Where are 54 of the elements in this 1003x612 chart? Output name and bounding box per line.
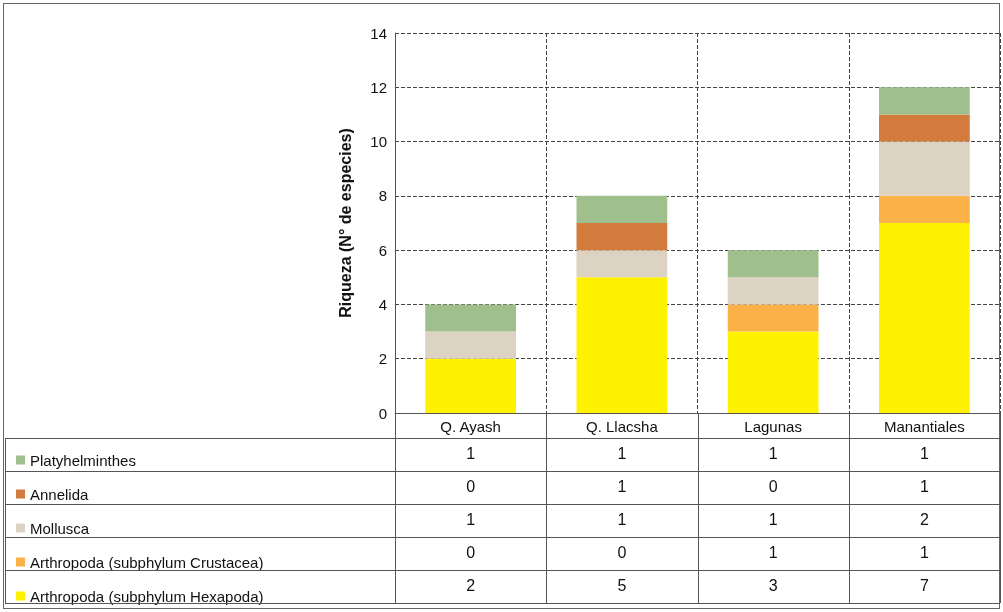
data-label: 5: [616, 577, 628, 595]
data-label: 1: [465, 445, 477, 463]
x-tick-label: Q. Ayash: [440, 418, 501, 435]
bar: [425, 304, 516, 332]
y-tick-label: 0: [378, 404, 387, 422]
bar: [879, 114, 970, 142]
legend-label: Platyhelminthes: [30, 451, 136, 469]
legend-label: Annelida: [30, 485, 90, 503]
data-label: 0: [767, 478, 779, 496]
y-axis-title: Riqueza (N° de especies): [336, 128, 354, 318]
legend-label: Mollusca: [30, 519, 90, 537]
legend-label: Arthropoda (subphylum Hexapoda): [30, 587, 264, 605]
y-tick-label: 2: [378, 350, 387, 368]
data-label: 1: [767, 544, 779, 562]
bar: [576, 223, 668, 251]
bar: [576, 250, 668, 278]
y-tick-label: 14: [370, 24, 387, 42]
bar: [879, 141, 970, 196]
bar: [425, 331, 516, 359]
data-label: 0: [465, 544, 477, 562]
data-label: 3: [767, 577, 779, 595]
data-label: 1: [616, 511, 628, 529]
y-tick-label: 4: [378, 295, 387, 313]
x-tick-label: Lagunas: [744, 418, 802, 435]
legend-label: Arthropoda (subphylum Crustacea): [30, 553, 264, 571]
y-tick-label: 10: [370, 133, 387, 151]
bar: [425, 358, 516, 413]
bar: [879, 87, 970, 115]
data-label: 2: [918, 511, 930, 529]
data-label: 0: [465, 478, 477, 496]
data-label: 2: [465, 577, 477, 595]
bar: [879, 195, 970, 223]
data-label: 1: [767, 445, 779, 463]
bar: [727, 277, 819, 305]
bar: [576, 195, 668, 223]
data-label: 1: [918, 445, 930, 463]
x-tick-label: Manantiales: [883, 418, 965, 435]
bar: [576, 277, 668, 413]
y-tick-label: 12: [370, 78, 387, 96]
data-label: 7: [918, 577, 930, 595]
bar: [879, 223, 970, 413]
y-tick-label: 6: [378, 241, 387, 259]
data-label: 1: [465, 511, 477, 529]
bar: [727, 250, 819, 278]
data-label: 1: [616, 478, 628, 496]
bar: [727, 304, 819, 332]
data-label: 1: [616, 445, 628, 463]
bar: [727, 331, 819, 413]
data-label: 1: [918, 478, 930, 496]
y-tick-label: 8: [378, 187, 387, 205]
data-label: 1: [918, 544, 930, 562]
data-label: 1: [767, 511, 779, 529]
data-label: 0: [616, 544, 628, 562]
x-tick-label: Q. Llacsha: [586, 418, 659, 435]
